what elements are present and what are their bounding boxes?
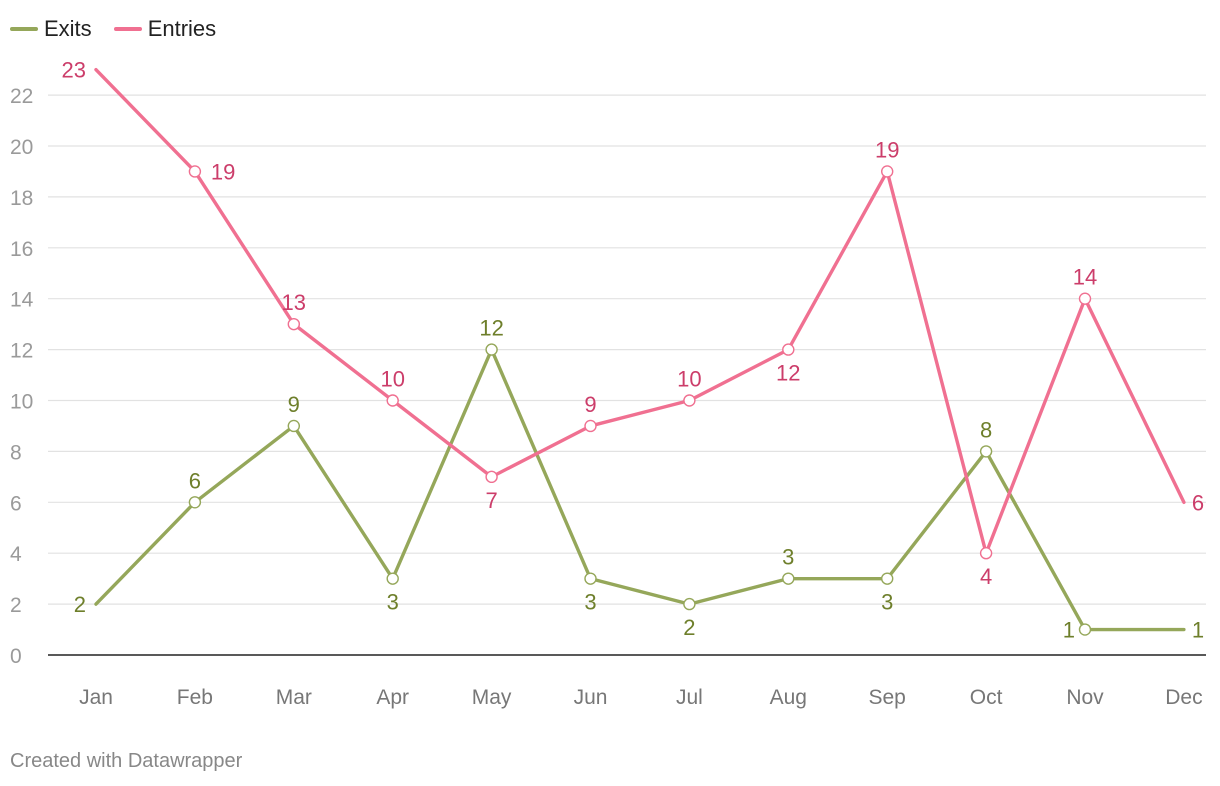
footer-credit: Created with Datawrapper <box>10 750 243 772</box>
data-label-exits: 3 <box>387 590 399 615</box>
data-point-exits <box>188 496 202 509</box>
y-tick-label: 22 <box>10 85 33 108</box>
legend-label-entries: Entries <box>147 16 217 41</box>
data-label-entries: 10 <box>380 367 404 392</box>
x-tick-label: May <box>472 686 512 709</box>
data-label-entries: 23 <box>62 58 86 83</box>
data-point-entries <box>584 419 597 433</box>
data-label-entries: 7 <box>485 488 497 513</box>
data-label-exits: 1 <box>1063 618 1075 643</box>
x-tick-label: Jul <box>676 686 703 709</box>
legend-swatch-exits <box>10 27 38 31</box>
y-tick-label: 8 <box>10 441 22 464</box>
legend-item-exits: Exits <box>10 16 92 42</box>
legend-swatch-entries <box>113 27 142 31</box>
data-point-exits <box>683 597 696 611</box>
x-tick-label: Aug <box>770 686 807 709</box>
data-point-entries <box>782 343 795 356</box>
data-label-entries: 14 <box>1073 265 1097 290</box>
data-label-exits: 3 <box>584 590 596 615</box>
data-label-exits: 12 <box>479 316 503 341</box>
data-label-entries: 19 <box>211 159 235 184</box>
data-point-exits <box>881 572 894 585</box>
data-label-entries: 10 <box>677 367 701 392</box>
data-label-entries: 12 <box>776 361 800 386</box>
y-tick-label: 14 <box>10 289 34 312</box>
data-point-exits <box>386 572 399 585</box>
data-label-exits: 2 <box>74 592 86 617</box>
data-point-entries <box>1078 292 1092 305</box>
data-point-entries <box>287 317 300 331</box>
x-tick-label: Jan <box>79 686 113 709</box>
data-point-entries <box>979 547 993 560</box>
data-label-entries: 9 <box>584 392 596 417</box>
x-tick-label: Apr <box>376 686 409 709</box>
data-point-entries <box>188 165 202 178</box>
data-point-exits <box>287 419 300 433</box>
y-tick-label: 16 <box>10 238 33 261</box>
chart-legend: Exits Entries <box>10 16 216 42</box>
y-tick-label: 18 <box>10 187 33 210</box>
legend-item-entries: Entries <box>113 16 217 42</box>
x-tick-label: Dec <box>1165 686 1202 709</box>
data-point-exits <box>1078 623 1092 636</box>
x-axis-ticks: Jan Feb Mar Apr May Jun Jul Aug Sep Oct Nov Dec <box>79 686 1203 709</box>
y-tick-label: 6 <box>10 492 22 515</box>
y-tick-label: 20 <box>10 136 33 159</box>
data-label-exits: 6 <box>189 468 201 493</box>
data-label-exits: 8 <box>980 417 992 442</box>
data-label-entries: 6 <box>1192 490 1204 515</box>
y-tick-label: 0 <box>10 645 22 668</box>
series-layer <box>94 67 1186 636</box>
data-point-exits <box>979 445 993 458</box>
grid-lines <box>48 94 1206 656</box>
x-tick-label: Jun <box>574 686 608 709</box>
series-line-exits <box>94 347 1186 632</box>
data-label-exits: 2 <box>683 615 695 640</box>
data-label-exits: 3 <box>782 545 794 570</box>
data-point-exits <box>584 572 597 585</box>
y-tick-label: 12 <box>10 340 33 363</box>
y-axis-ticks: 0 2 4 6 8 10 12 14 16 18 20 22 <box>10 85 34 668</box>
data-label-exits: 3 <box>881 590 893 615</box>
legend-label-exits: Exits <box>44 16 92 41</box>
data-label-entries: 13 <box>282 290 306 315</box>
x-tick-label: Sep <box>869 686 906 709</box>
x-tick-label: Nov <box>1066 686 1104 709</box>
data-point-entries <box>881 165 894 178</box>
data-point-entries <box>683 394 696 407</box>
data-label-entries: 4 <box>980 564 992 589</box>
data-point-entries <box>386 394 399 407</box>
data-label-entries: 19 <box>875 137 899 162</box>
y-tick-label: 10 <box>10 391 33 414</box>
series-line-entries <box>94 67 1186 555</box>
x-tick-label: Feb <box>177 686 213 709</box>
x-tick-label: Oct <box>970 686 1003 709</box>
data-label-exits: 1 <box>1192 618 1204 643</box>
data-point-exits <box>485 343 498 356</box>
y-tick-label: 2 <box>10 594 22 617</box>
x-tick-label: Mar <box>276 686 312 709</box>
data-point-exits <box>782 572 795 585</box>
data-label-exits: 9 <box>288 392 300 417</box>
y-tick-label: 4 <box>10 543 22 566</box>
data-point-entries <box>485 470 498 484</box>
